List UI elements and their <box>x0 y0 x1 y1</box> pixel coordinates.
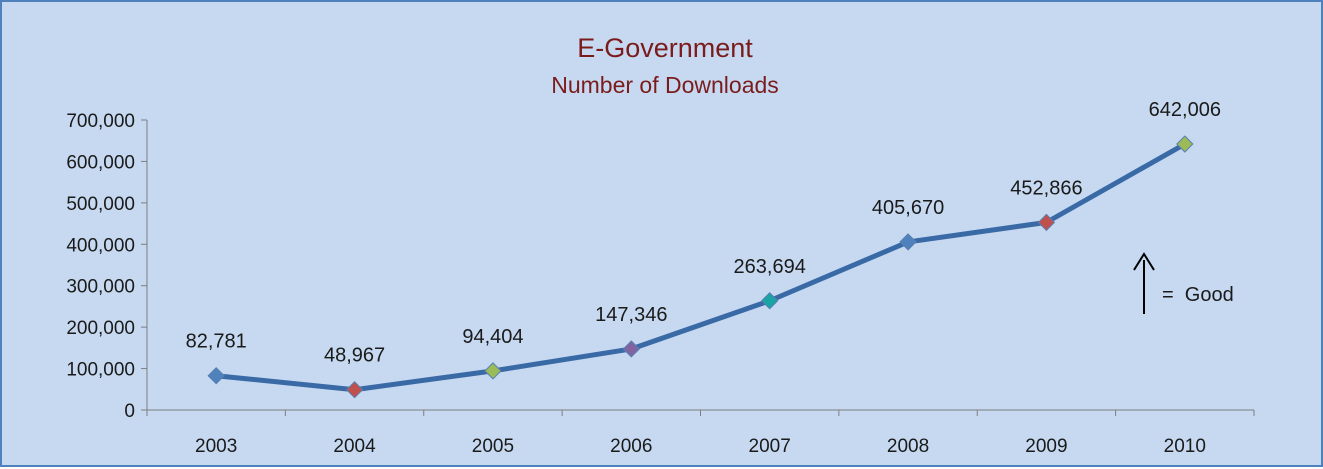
data-label: 452,866 <box>1010 177 1082 199</box>
y-tick-label: 500,000 <box>66 194 135 215</box>
data-label: 82,781 <box>186 331 247 353</box>
y-tick-label: 600,000 <box>66 152 135 173</box>
data-point-marker <box>899 233 917 251</box>
series-line-group: 82,781 48,967 94,404 147,346 263,694 405,670 4… <box>186 99 1221 399</box>
data-point-marker <box>345 381 364 399</box>
data-point-marker <box>760 292 779 310</box>
axes: 0 100,000 200,000 300,000 400,000 500,000 600,… <box>66 111 1255 457</box>
x-tick-label: 2006 <box>610 436 652 457</box>
chart-subtitle: Number of Downloads <box>551 72 779 98</box>
x-tick-label: 2005 <box>472 436 514 457</box>
data-label: 94,404 <box>462 326 523 348</box>
series-line <box>213 141 1188 393</box>
chart-title: E-Government <box>577 33 753 63</box>
data-point-marker <box>1176 135 1194 153</box>
up-arrow-head-icon <box>1133 252 1155 271</box>
good-annotation: = Good <box>1133 252 1234 314</box>
y-tick-label: 700,000 <box>66 111 135 132</box>
data-label: 48,967 <box>324 345 385 367</box>
x-tick-label: 2009 <box>1025 436 1067 457</box>
y-tick-label: 100,000 <box>66 360 135 381</box>
y-tick-label: 300,000 <box>66 277 135 298</box>
x-tick-label: 2008 <box>887 436 929 457</box>
data-label: 147,346 <box>595 304 667 326</box>
x-tick-label: 2003 <box>195 436 237 457</box>
y-tick-label: 200,000 <box>66 318 135 339</box>
x-tick-label: 2004 <box>333 436 376 457</box>
data-point-marker <box>484 362 502 380</box>
data-point-marker <box>622 340 641 358</box>
x-tick-label: 2010 <box>1164 436 1206 457</box>
data-label: 405,670 <box>872 197 944 219</box>
data-label: 642,006 <box>1149 99 1221 121</box>
y-tick-label: 400,000 <box>66 235 135 256</box>
x-tick-label: 2007 <box>749 436 791 457</box>
data-point-marker <box>1037 213 1056 232</box>
good-annotation-text: = Good <box>1162 284 1234 306</box>
data-label: 263,694 <box>734 256 806 278</box>
data-point-marker <box>207 366 225 385</box>
y-tick-label: 0 <box>124 401 135 422</box>
